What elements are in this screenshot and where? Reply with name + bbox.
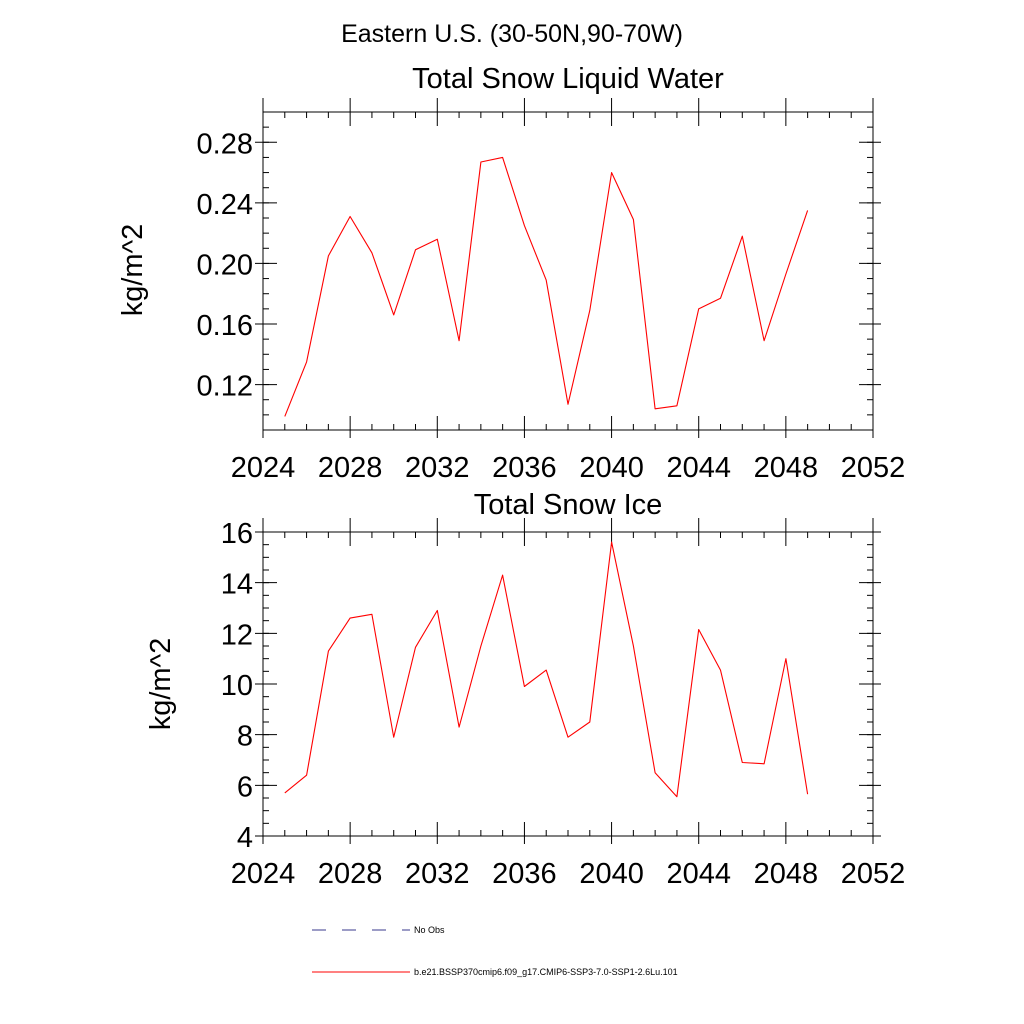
x-tick-label: 2048: [754, 858, 819, 890]
series-line: [284, 156, 809, 417]
x-tick-label: 2040: [579, 452, 644, 484]
axis-ticks: 2024 2028 2032 2036 2040 2044 2048 2052 4 6 8 10 12 1…: [221, 518, 906, 890]
plot-marks: [284, 541, 809, 798]
series-line: [284, 541, 809, 798]
x-tick-label: 2036: [492, 452, 557, 484]
legend-item-model-run: b.e21.BSSP370cmip6.f09_g17.CMIP6-SSP3-7.…: [312, 967, 678, 977]
x-tick-label: 2052: [841, 452, 906, 484]
y-tick-label: 10: [221, 670, 253, 702]
legend-item-no-obs: No Obs: [312, 925, 445, 935]
panel-snow-liquid-water: Total Snow Liquid Water kg/m^2 2024 2028 2…: [117, 63, 905, 484]
y-tick-label: 12: [221, 619, 253, 651]
legend-label: b.e21.BSSP370cmip6.f09_g17.CMIP6-SSP3-7.…: [414, 967, 678, 977]
y-tick-label: 4: [237, 822, 253, 854]
y-axis-label: kg/m^2: [145, 638, 177, 731]
x-tick-label: 2024: [231, 452, 296, 484]
x-tick-label: 2032: [405, 452, 470, 484]
plot-frame: [262, 531, 874, 837]
legend: No Obs b.e21.BSSP370cmip6.f09_g17.CMIP6-…: [312, 925, 678, 977]
panel-title: Total Snow Ice: [474, 489, 663, 521]
legend-label: No Obs: [414, 925, 445, 935]
x-tick-label: 2032: [405, 858, 470, 890]
y-tick-label: 0.16: [197, 310, 253, 342]
x-tick-label: 2044: [666, 452, 731, 484]
panel-snow-ice: Total Snow Ice kg/m^2 2024 2028 2032 2036 20…: [145, 489, 905, 890]
y-tick-label: 0.12: [197, 371, 253, 403]
x-tick-label: 2024: [231, 858, 296, 890]
x-tick-label: 2052: [841, 858, 906, 890]
y-tick-label: 6: [237, 771, 253, 803]
y-tick-label: 0.24: [197, 189, 253, 221]
y-axis-label: kg/m^2: [117, 224, 149, 317]
y-tick-label: 14: [221, 569, 253, 601]
plot-marks: [284, 156, 809, 417]
y-tick-label: 8: [237, 721, 253, 753]
axis-ticks: 2024 2028 2032 2036 2040 2044 2048 2052 0.12 0.16…: [197, 98, 906, 484]
x-tick-label: 2044: [666, 858, 731, 890]
figure-suptitle: Eastern U.S. (30-50N,90-70W): [341, 20, 683, 48]
panel-title: Total Snow Liquid Water: [412, 63, 724, 95]
y-tick-label: 16: [221, 518, 253, 550]
x-tick-label: 2036: [492, 858, 557, 890]
y-tick-label: 0.20: [197, 249, 253, 281]
plot-frame: [262, 111, 874, 431]
x-tick-label: 2048: [754, 452, 819, 484]
y-tick-label: 0.28: [197, 128, 253, 160]
x-tick-label: 2040: [579, 858, 644, 890]
x-tick-label: 2028: [318, 858, 383, 890]
x-tick-label: 2028: [318, 452, 383, 484]
